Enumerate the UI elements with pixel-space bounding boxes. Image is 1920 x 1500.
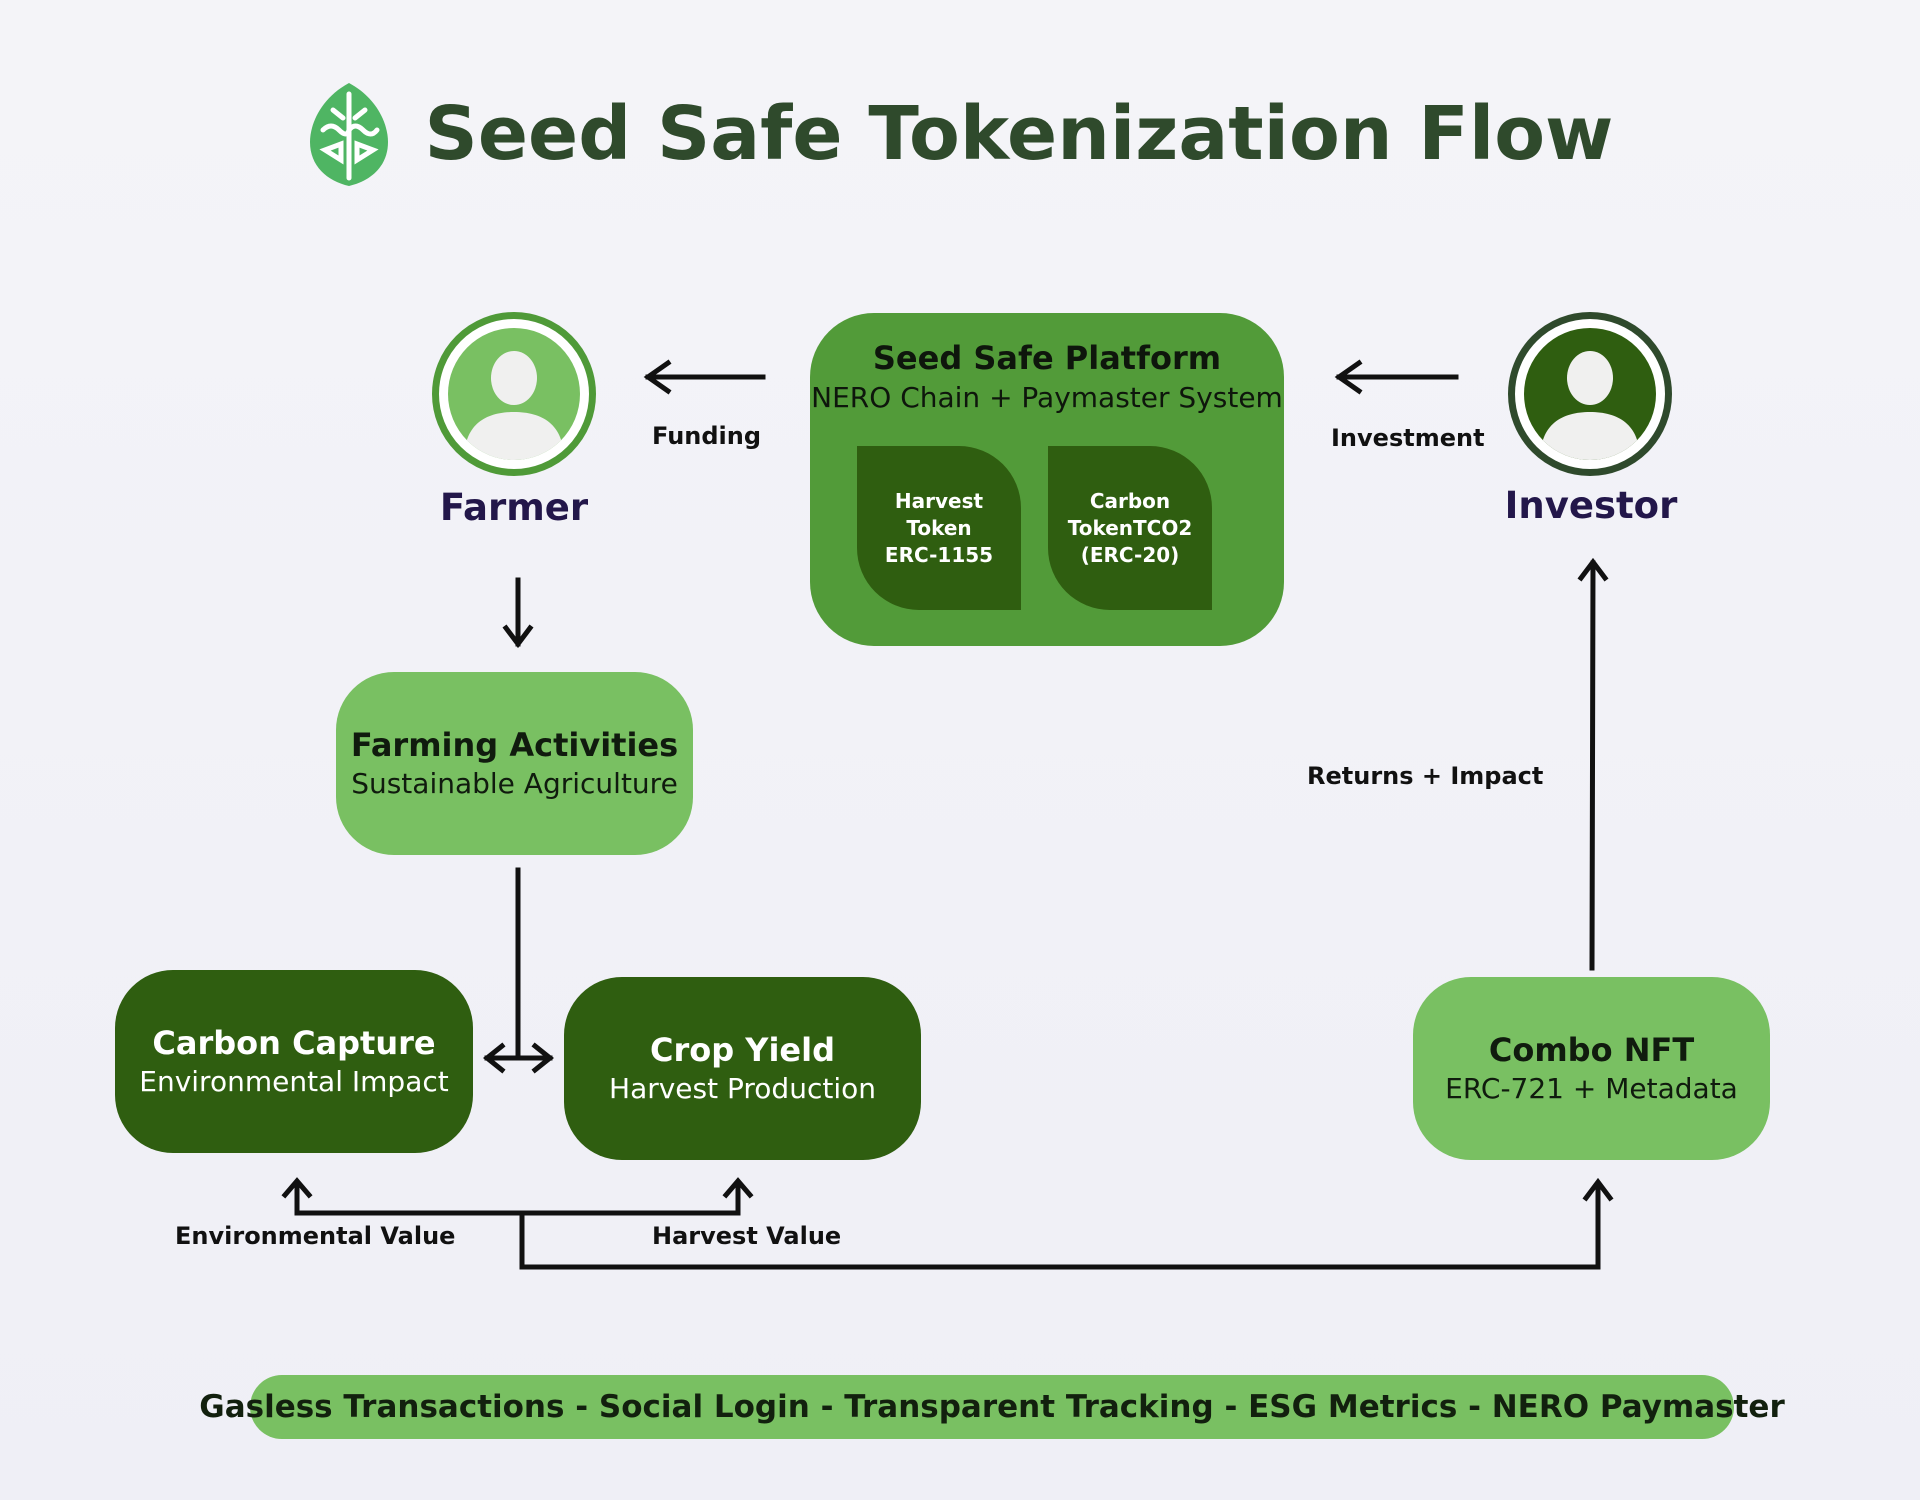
platform-subtitle: NERO Chain + Paymaster System bbox=[811, 381, 1283, 414]
features-banner: Gasless Transactions - Social Login - Tr… bbox=[199, 1375, 1785, 1439]
investor-avatar-inner bbox=[1524, 328, 1656, 460]
carbon-token-card: Carbon TokenTCO2 (ERC-20) bbox=[1048, 446, 1212, 610]
leaf-logo-icon bbox=[309, 83, 388, 186]
farming-activities-title: Farming Activities bbox=[350, 725, 679, 764]
carbon-token-line3: (ERC-20) bbox=[1080, 542, 1180, 567]
investment-label: Investment bbox=[1331, 424, 1485, 452]
platform-box: Seed Safe Platform NERO Chain + Paymaste… bbox=[810, 313, 1284, 646]
farmer-avatar-inner bbox=[448, 328, 580, 460]
investor-avatar bbox=[1508, 312, 1672, 476]
header: Seed Safe Tokenization Flow bbox=[0, 83, 1920, 186]
crop-yield-subtitle: Harvest Production bbox=[609, 1072, 876, 1106]
harvest-value-label: Harvest Value bbox=[652, 1222, 842, 1250]
crop-yield-title: Crop Yield bbox=[649, 1030, 835, 1069]
returns-arrow bbox=[1589, 560, 1596, 971]
nft-up-arrowhead bbox=[1582, 1177, 1614, 1202]
carbon-capture-box: Carbon Capture Environmental Impact bbox=[115, 970, 473, 1153]
returns-arrowhead bbox=[1577, 557, 1609, 582]
person-avatar-icon bbox=[464, 351, 564, 460]
carbon-capture-subtitle: Environmental Impact bbox=[139, 1065, 449, 1099]
farmer-avatar bbox=[432, 312, 596, 476]
combo-nft-subtitle: ERC-721 + Metadata bbox=[1445, 1072, 1738, 1106]
funding-arrowhead bbox=[643, 359, 672, 395]
person-avatar-icon bbox=[1540, 351, 1640, 460]
harvest-token-card: Harvest Token ERC-1155 bbox=[857, 446, 1021, 610]
farming-activities-box: Farming Activities Sustainable Agricultu… bbox=[336, 672, 693, 855]
value-bracket-line bbox=[294, 1180, 741, 1216]
split-right-arrowhead bbox=[531, 1042, 555, 1074]
combo-nft-title: Combo NFT bbox=[1488, 1030, 1695, 1069]
split-left-arrowhead bbox=[482, 1042, 506, 1074]
investment-arrowhead bbox=[1334, 359, 1363, 395]
platform-title: Seed Safe Platform bbox=[872, 339, 1222, 377]
page-title: Seed Safe Tokenization Flow bbox=[424, 91, 1614, 177]
combo-nft-box: Combo NFT ERC-721 + Metadata bbox=[1413, 977, 1770, 1160]
to-nft-line bbox=[519, 1181, 1601, 1270]
farmer-label: Farmer bbox=[439, 486, 589, 529]
carbon-token-line2: TokenTCO2 bbox=[1067, 515, 1193, 540]
crop-up-arrowhead bbox=[722, 1177, 754, 1199]
harvest-token-name: Harvest Token bbox=[894, 488, 984, 540]
farming-activities-subtitle: Sustainable Agriculture bbox=[351, 767, 678, 801]
returns-impact-label: Returns + Impact bbox=[1307, 762, 1544, 790]
carbon-token-line1: Carbon bbox=[1089, 488, 1171, 513]
crop-yield-box: Crop Yield Harvest Production bbox=[564, 977, 921, 1160]
harvest-token-standard: ERC-1155 bbox=[884, 542, 994, 567]
farmer-to-farming-arrowhead bbox=[502, 624, 534, 649]
carbon-up-arrowhead bbox=[281, 1177, 313, 1199]
environmental-value-label: Environmental Value bbox=[175, 1222, 456, 1250]
funding-label: Funding bbox=[652, 422, 762, 450]
investor-label: Investor bbox=[1504, 484, 1678, 527]
carbon-capture-title: Carbon Capture bbox=[152, 1023, 436, 1062]
